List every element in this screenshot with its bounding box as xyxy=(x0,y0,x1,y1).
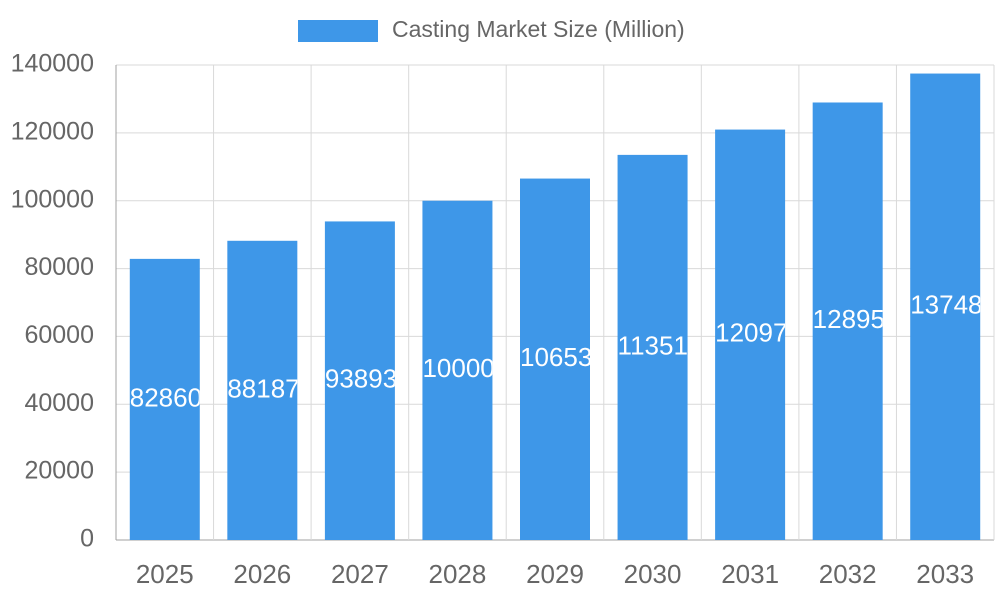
svg-text:106530: 106530 xyxy=(520,342,607,372)
svg-text:100000: 100000 xyxy=(422,353,509,383)
svg-text:2031: 2031 xyxy=(721,559,779,589)
svg-text:120970: 120970 xyxy=(715,318,802,348)
svg-text:2027: 2027 xyxy=(331,559,389,589)
svg-text:20000: 20000 xyxy=(24,457,94,485)
svg-text:2026: 2026 xyxy=(233,559,291,589)
svg-text:0: 0 xyxy=(80,525,94,553)
svg-text:100000: 100000 xyxy=(11,185,94,213)
svg-text:120000: 120000 xyxy=(11,117,94,145)
svg-text:128950: 128950 xyxy=(813,304,900,334)
svg-text:88187: 88187 xyxy=(227,373,299,403)
svg-text:113510: 113510 xyxy=(618,330,703,360)
svg-text:93893: 93893 xyxy=(325,364,397,394)
svg-text:2032: 2032 xyxy=(819,559,877,589)
svg-text:2025: 2025 xyxy=(136,559,194,589)
svg-text:Casting Market Size (Million): Casting Market Size (Million) xyxy=(392,16,685,42)
svg-text:2028: 2028 xyxy=(429,559,487,589)
svg-text:137480: 137480 xyxy=(910,290,997,320)
svg-text:60000: 60000 xyxy=(24,321,94,349)
svg-text:82860: 82860 xyxy=(130,382,202,412)
svg-text:2029: 2029 xyxy=(526,559,584,589)
svg-text:2030: 2030 xyxy=(624,559,682,589)
svg-text:80000: 80000 xyxy=(24,253,94,281)
svg-text:2033: 2033 xyxy=(916,559,974,589)
svg-text:140000: 140000 xyxy=(11,50,94,78)
svg-text:40000: 40000 xyxy=(24,389,94,417)
